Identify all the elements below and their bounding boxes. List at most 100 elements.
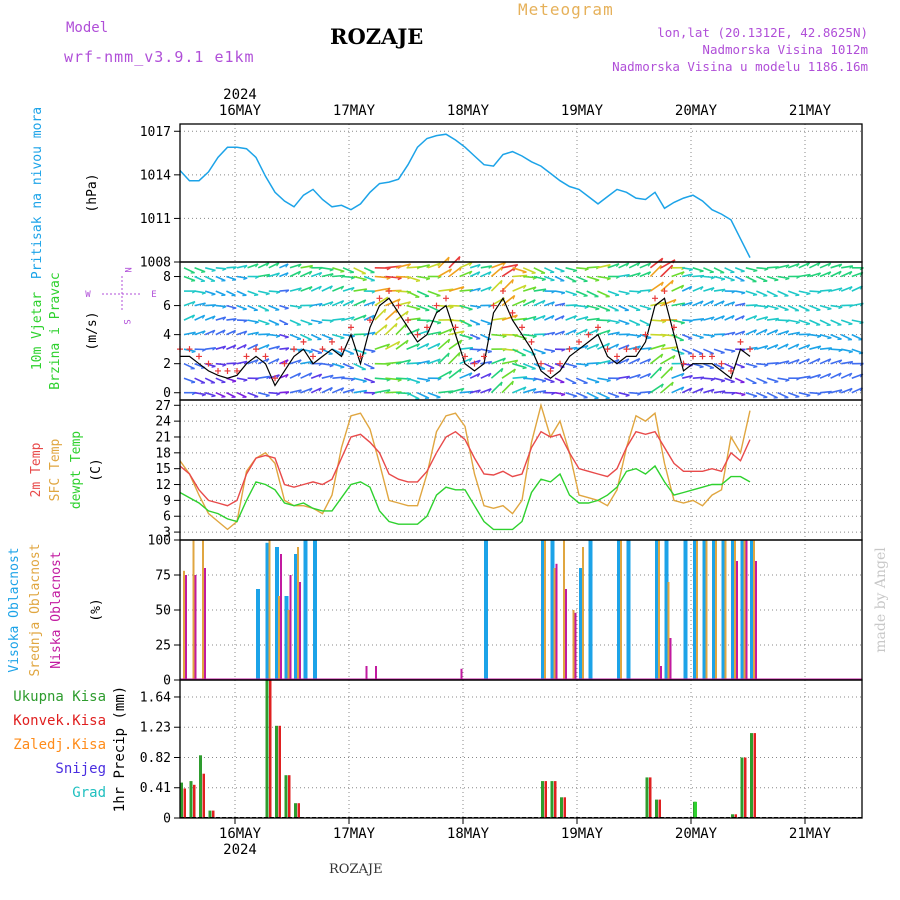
- wind-arrow: [756, 345, 768, 350]
- wind-arrow-head: [488, 265, 493, 269]
- wind-gust-marker: [471, 360, 478, 367]
- wind-arrow: [649, 353, 664, 365]
- wind-arrow: [279, 263, 289, 269]
- wind-arrow: [448, 387, 465, 394]
- wind-arrow-head: [817, 291, 822, 295]
- wind-arrow-head: [849, 388, 853, 392]
- wind-arrow-head: [542, 288, 547, 293]
- wind-arrow: [236, 264, 248, 269]
- wind-arrow-head: [468, 337, 473, 340]
- wind-arrow: [258, 290, 270, 295]
- wind-arrow: [533, 267, 546, 274]
- cloud-high-bar: [721, 540, 726, 680]
- wind-arrow-head: [680, 353, 685, 355]
- wind-arrow: [490, 381, 503, 394]
- wind-arrow-head: [637, 272, 641, 277]
- wind-arrow: [660, 279, 674, 292]
- wind-arrow: [332, 387, 345, 394]
- wind-arrow-head: [502, 262, 506, 266]
- wind-arrow-head: [532, 286, 537, 291]
- wind-arrow: [724, 362, 735, 369]
- cloud-low-bar: [736, 561, 738, 680]
- wind-arrow-head: [276, 358, 280, 363]
- wind-arrow-head: [700, 300, 704, 305]
- wind-arrow-head: [500, 368, 504, 373]
- wind-arrow-head: [625, 394, 630, 397]
- wind-arrow: [597, 275, 611, 280]
- wind-arrow: [671, 284, 685, 292]
- y-tick-label: 75: [155, 569, 171, 584]
- wind-arrow-head: [386, 378, 391, 382]
- wind-arrow-head: [764, 329, 768, 334]
- wind-arrow: [692, 300, 704, 307]
- wind-arrow-head: [637, 345, 642, 350]
- wind-arrow: [469, 319, 481, 326]
- wind-arrow: [215, 304, 227, 308]
- wind-arrow: [469, 263, 481, 269]
- wind-arrow: [809, 333, 822, 337]
- y-tick-label: 21: [155, 430, 171, 445]
- wind-arrow-head: [796, 263, 800, 268]
- wind-arrow: [639, 390, 652, 394]
- wind-arrow: [745, 267, 758, 272]
- wind-arrow-head: [191, 381, 196, 384]
- wind-arrow-head: [532, 335, 537, 339]
- wind-gust-marker: [367, 317, 373, 324]
- wind-arrow: [321, 267, 334, 271]
- wind-arrow: [703, 377, 715, 380]
- wind-arrow-head: [340, 337, 345, 340]
- wind-arrow: [501, 314, 518, 321]
- wind-arrow: [417, 275, 431, 280]
- wind-arrow: [809, 319, 821, 326]
- wind-gust-marker: [395, 302, 402, 309]
- wind-arrow: [300, 360, 313, 365]
- wind-gust-marker: [433, 302, 440, 309]
- wind-arrow: [660, 298, 677, 307]
- station-coordinates: lon,lat (20.1312E, 42.8625N): [657, 25, 868, 40]
- y-tick-label: 18: [155, 446, 171, 461]
- wind-arrow: [491, 357, 506, 365]
- y-tick-label: 0.41: [140, 781, 171, 796]
- wind-arrow-head: [848, 323, 853, 326]
- wind-gust-marker: [186, 346, 193, 353]
- cloud-axis-title-high: Visoka Oblacnost: [7, 547, 22, 672]
- wind-arrow: [491, 261, 506, 269]
- wind-arrow: [374, 377, 391, 381]
- wind-arrow: [268, 374, 280, 379]
- wind-arrow-head: [191, 314, 196, 319]
- wind-arrow: [363, 301, 375, 307]
- wind-arrow: [628, 373, 641, 379]
- wind-arrow-head: [550, 279, 555, 282]
- wind-arrow: [268, 262, 280, 269]
- wind-arrow-head: [660, 258, 664, 263]
- wind-arrow-head: [362, 279, 367, 282]
- wind-gust-marker: [319, 346, 326, 353]
- wind-arrow-head: [243, 360, 248, 365]
- wind-arrow: [417, 360, 430, 365]
- wind-arrow-head: [371, 301, 376, 306]
- wind-arrow-head: [849, 286, 853, 291]
- wind-arrow-head: [561, 302, 566, 307]
- wind-arrow-head: [522, 367, 527, 370]
- wind-arrow-head: [616, 331, 620, 336]
- wind-arrow: [565, 290, 578, 296]
- wind-arrow-head: [243, 277, 248, 281]
- wind-arrow: [787, 391, 800, 398]
- wind-rose-south: S: [121, 319, 131, 324]
- wind-arrow-head: [276, 262, 280, 267]
- wind-arrow: [703, 348, 715, 355]
- wind-arrow-head: [753, 315, 758, 320]
- wind-arrow: [459, 261, 473, 269]
- wind-gust-marker: [699, 353, 706, 360]
- wind-arrow-head: [775, 318, 780, 322]
- cloud-low-bar: [299, 582, 301, 680]
- precip-total-bar: [199, 755, 202, 818]
- wind-arrow: [236, 304, 247, 311]
- wind-arrow-head: [212, 347, 217, 351]
- y-tick-label: 25: [155, 639, 171, 654]
- wind-arrow: [522, 362, 536, 370]
- wind-arrow: [226, 377, 237, 383]
- cloud-high-bar: [617, 540, 621, 680]
- wind-arrow: [819, 372, 832, 379]
- cloud-low-bar: [289, 575, 292, 680]
